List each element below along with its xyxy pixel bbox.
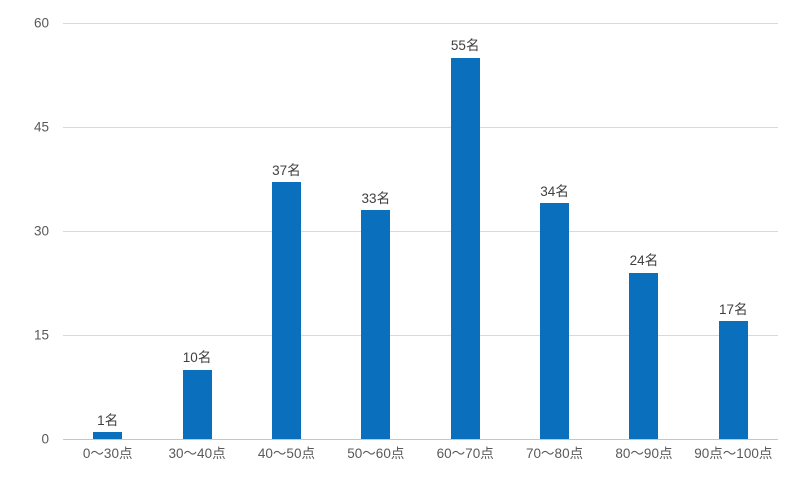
x-tick-label: 70〜80点 <box>526 446 584 461</box>
bar-value-label: 1名 <box>97 412 119 428</box>
bar <box>361 210 391 439</box>
bar <box>93 432 123 439</box>
x-tick-label: 30〜40点 <box>168 446 226 461</box>
plot-area: 0 15 30 45 60 1名 0〜30点 10名 30〜40点 37名 40〜50点 33名 50〜… <box>34 16 778 460</box>
y-tick-label: 30 <box>33 223 49 239</box>
x-tick-label: 90点〜100点 <box>694 446 773 461</box>
gridline <box>63 22 778 24</box>
y-tick-label: 0 <box>41 431 49 447</box>
bar-value-label: 17名 <box>719 301 748 317</box>
bar-value-label: 34名 <box>540 183 569 199</box>
y-tick-label: 45 <box>33 119 49 135</box>
x-tick-label: 0〜30点 <box>82 446 133 461</box>
bar-value-label: 10名 <box>182 350 212 366</box>
y-tick-label: 60 <box>33 15 49 31</box>
bar-value-label: 37名 <box>272 162 301 178</box>
x-tick-label: 40〜50点 <box>257 446 315 461</box>
bar <box>271 182 301 439</box>
gridline <box>63 334 778 336</box>
x-tick-label: 80〜90点 <box>615 446 673 461</box>
bar <box>540 203 570 439</box>
x-tick-label: 60〜70点 <box>436 446 494 461</box>
x-axis-line <box>63 438 778 440</box>
gridline <box>63 230 778 232</box>
y-tick-label: 15 <box>33 327 49 343</box>
bar-value-label: 24名 <box>629 253 659 269</box>
bar-value-label: 55名 <box>450 38 480 54</box>
gridline <box>63 126 778 128</box>
x-tick-label: 50〜60点 <box>347 446 405 461</box>
bar <box>629 272 659 439</box>
bar-value-label: 33名 <box>361 190 391 206</box>
bar <box>450 57 480 439</box>
bar <box>182 369 212 439</box>
bar <box>718 321 748 439</box>
